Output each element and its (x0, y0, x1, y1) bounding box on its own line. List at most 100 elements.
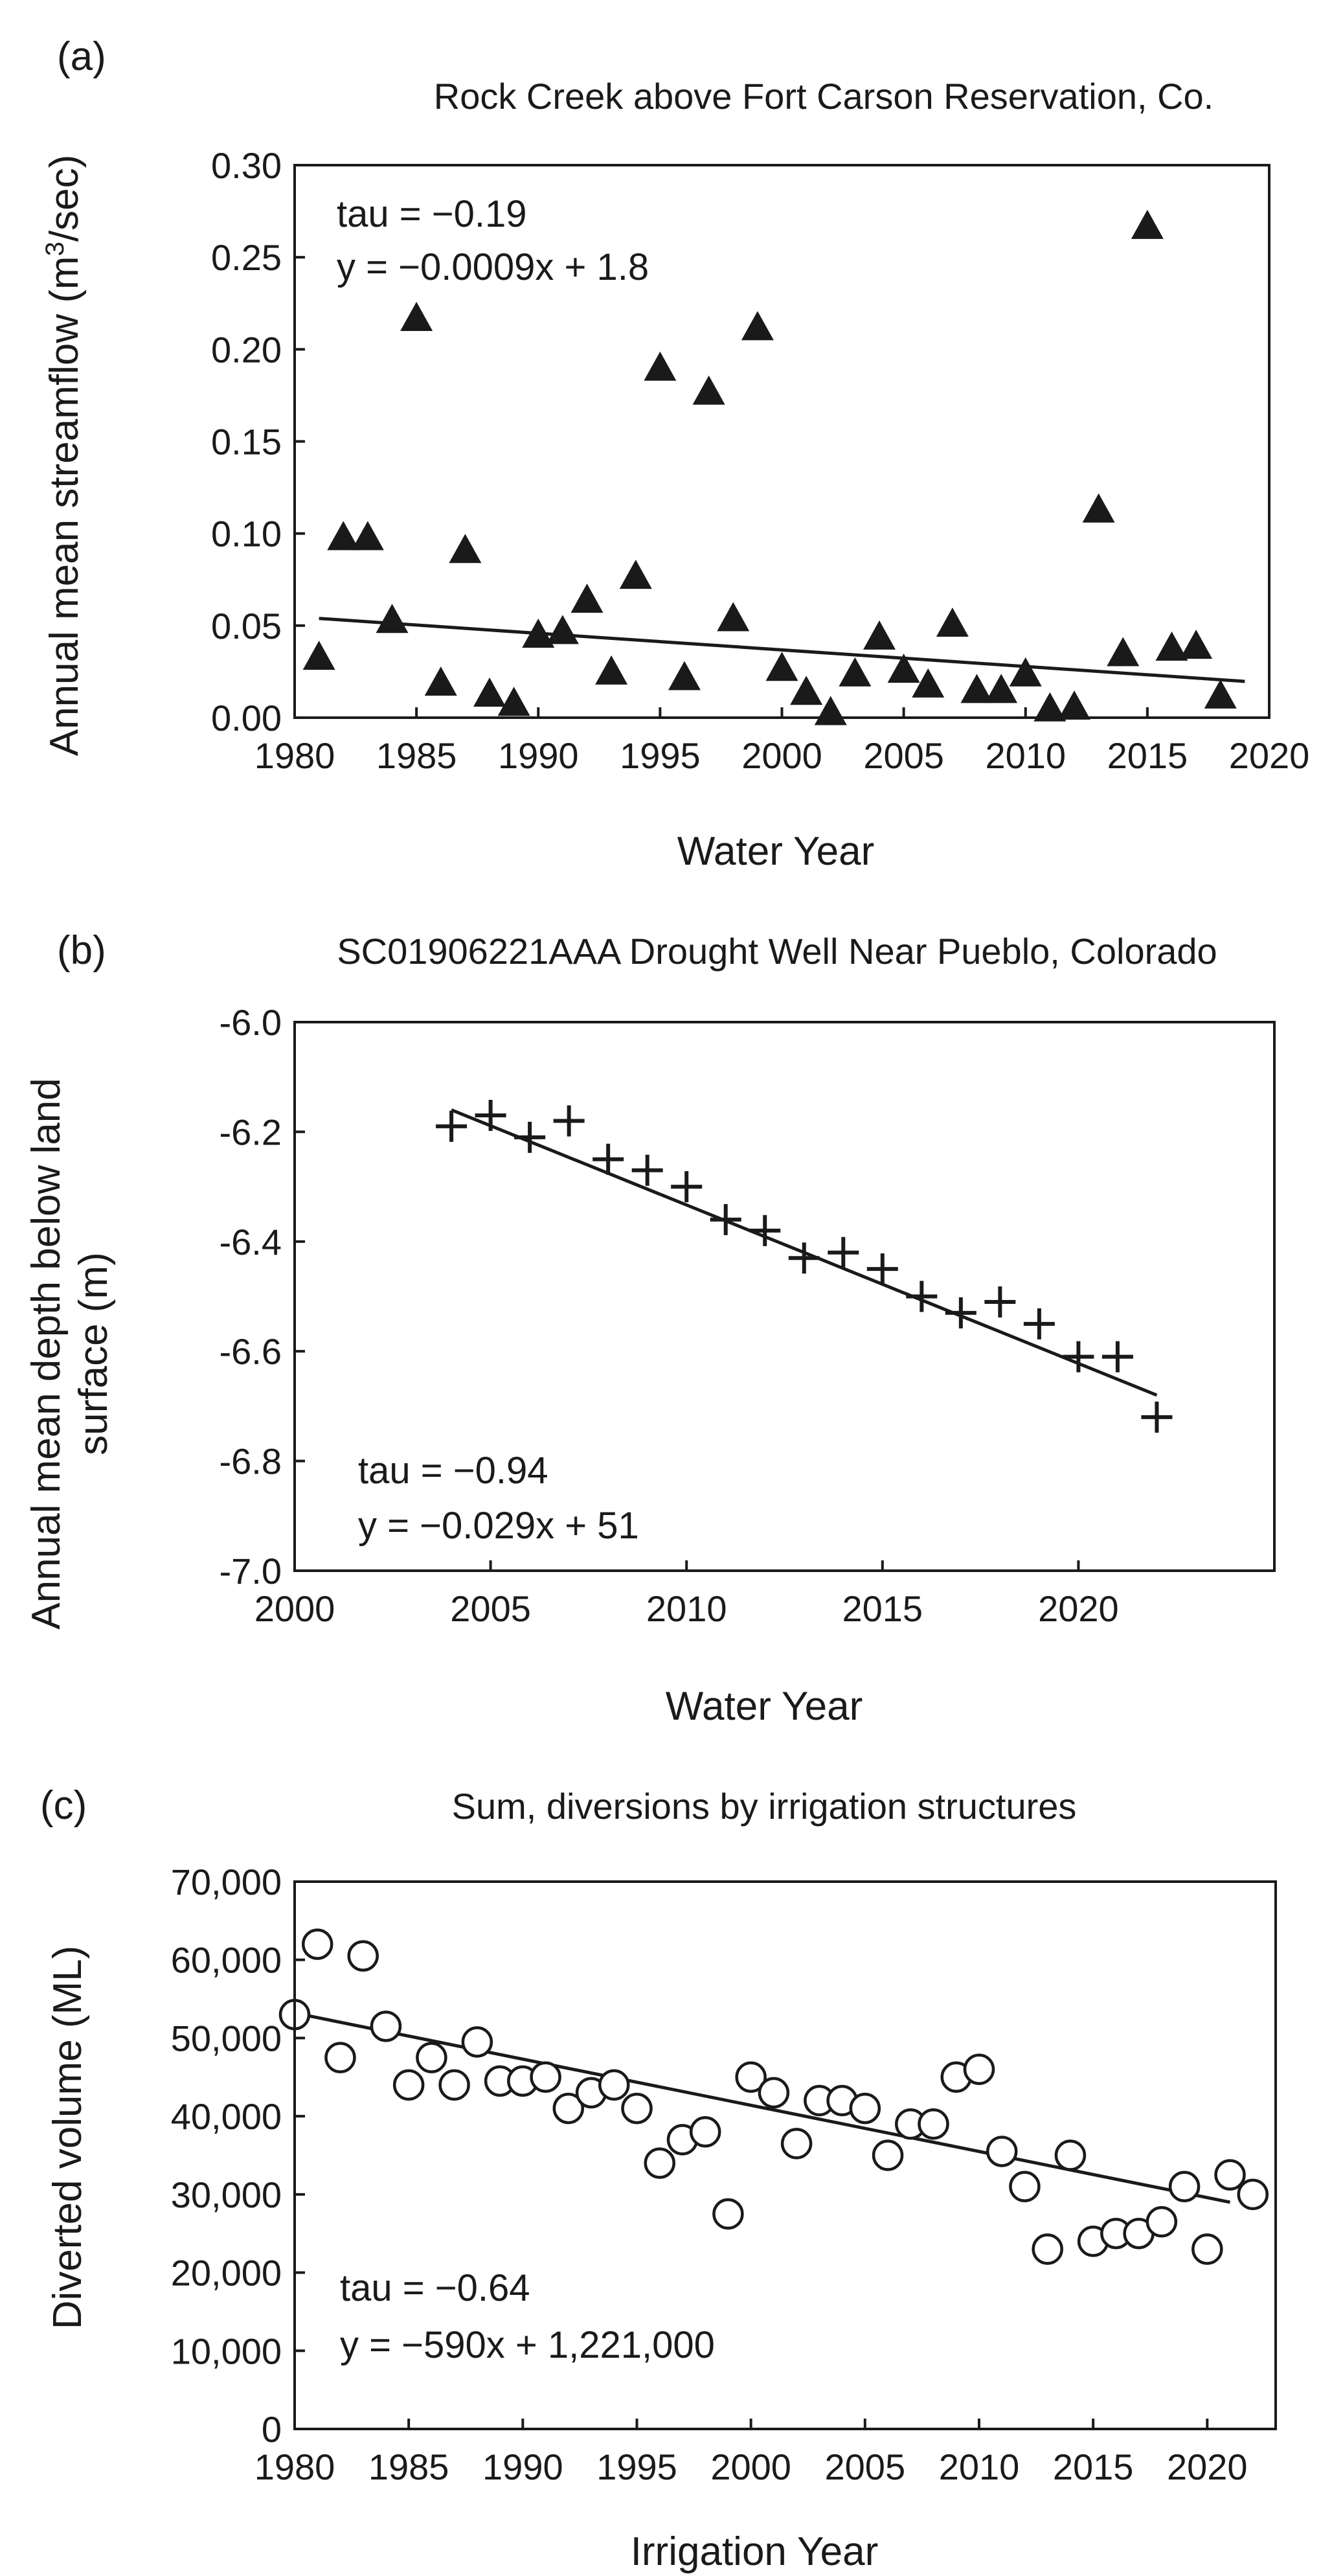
panel-b-data-point-2022 (1141, 1401, 1173, 1433)
panel-b-xtick-label-4: 2020 (1038, 1588, 1119, 1629)
panel-a-data-point-2005 (887, 654, 920, 683)
panel-b-data-point-2014 (828, 1237, 859, 1268)
panel-c-data-point-2022 (1237, 2178, 1269, 2211)
panel-c-data-point-2008 (918, 2108, 949, 2140)
panel-a-title: Rock Creek above Fort Carson Reservation… (434, 76, 1214, 117)
panel-c-xtick-label-2: 1990 (482, 2446, 563, 2487)
panel-c-plot-frame (293, 1880, 1277, 2430)
panel-a-trendline-group (319, 617, 1245, 683)
panel-b-ylabel-line1: Annual mean depth below land (24, 1078, 69, 1629)
panel-c-ytick-label-2: 20,000 (171, 2253, 282, 2294)
panel-b-data-point-2015 (866, 1253, 898, 1285)
panel-c-data-point-2013 (1032, 2233, 1063, 2265)
panel-b-label: (b) (57, 928, 106, 973)
panel-a-xlabel: Water Year (677, 829, 874, 874)
panel-c-ytick-label-6: 60,000 (171, 1940, 282, 1981)
panel-c-data-point-1981 (301, 1928, 333, 1960)
panel-c-ytick-label-0: 0 (262, 2409, 282, 2450)
panel-b-data-point-2018 (984, 1286, 1016, 1317)
panel-a-data-point-1981 (302, 641, 335, 670)
panel-b-ylabel-line2: surface (m) (71, 1252, 116, 1455)
panel-b-ytick-label-4: -6.2 (220, 1111, 282, 1152)
panel-a-xtick-label-3: 1995 (620, 735, 701, 776)
panel-a-xtick-label-8: 2020 (1229, 735, 1310, 776)
panel-c-data-point-1982 (324, 2042, 356, 2073)
panel-b-data-point-2005 (475, 1099, 506, 1131)
panel-b-xtick-labels: 2000 2005 2010 2015 2020 (254, 1588, 1119, 1629)
panel-a-xtick-label-0: 1980 (254, 735, 335, 776)
panel-c-data-point-2006 (872, 2139, 904, 2171)
panel-b-xtick-label-2: 2010 (646, 1588, 727, 1629)
panel-c-xtick-label-7: 2015 (1053, 2446, 1134, 2487)
panel-c-ytick-label-4: 40,000 (171, 2096, 282, 2137)
panel-a-data-point-2018 (1204, 679, 1237, 709)
panel-a-xtick-labels: 1980 1985 1990 1995 2000 2005 2010 2015 2020 (254, 735, 1310, 776)
panel-a-data-point-2015 (1131, 209, 1164, 239)
panel-a-xtick-label-1: 1985 (376, 735, 457, 776)
panel-b-data-point-2019 (1023, 1308, 1055, 1339)
panel-a-tickmarks (293, 164, 1270, 719)
panel-a-data-point-2016 (1155, 631, 1188, 661)
panel-a-data-point-2011 (1033, 692, 1067, 722)
panel-c-xlabel: Irrigation Year (631, 2529, 879, 2574)
panel-b-xtick-label-0: 2000 (254, 1588, 335, 1629)
panel-a-data-point-1984 (376, 604, 409, 633)
panel-b-data-point-2020 (1063, 1341, 1094, 1373)
panel-c-xtick-labels: 1980 1985 1990 1995 2000 2005 2010 2015 2020 (254, 2446, 1248, 2487)
panel-c-data-point-2005 (849, 2092, 881, 2125)
panel-a-ytick-labels: 0.00 0.05 0.10 0.15 0.20 0.25 0.30 (211, 145, 282, 738)
panel-a-data-point-1982 (327, 521, 360, 551)
panel-c-data-point-1984 (370, 2011, 402, 2042)
panel-a-data-point-2009 (985, 674, 1018, 703)
panel-c-xtick-label-4: 2000 (710, 2446, 791, 2487)
panel-c-data-point-2020 (1191, 2233, 1223, 2265)
panel-a-data-point-2007 (936, 607, 969, 637)
panel-a-data-point-2012 (1058, 690, 1090, 720)
panel-a-xtick-label-4: 2000 (741, 735, 822, 776)
panel-b-xlabel: Water Year (666, 1684, 863, 1729)
panel-c-xtick-label-3: 1995 (596, 2446, 677, 2487)
panel-c-ytick-label-5: 50,000 (171, 2018, 282, 2058)
panel-a-data-point-1989 (497, 687, 530, 716)
panel-a-data-point-1990 (522, 619, 555, 648)
panel-a-data-point-1986 (424, 666, 457, 696)
panel-a-data-point-2000 (765, 652, 798, 681)
panel-a-annotation-tau: tau = −0.19 (337, 193, 526, 235)
panel-b-annotation-tau: tau = −0.94 (358, 1450, 548, 1492)
panel-b-data-point-2004 (436, 1110, 468, 1142)
panel-b-ytick-label-3: -6.4 (220, 1222, 282, 1262)
panel-c-data-point-1983 (347, 1940, 379, 1972)
panel-c-markers (278, 1928, 1269, 2265)
panel-b-ytick-labels: -7.0 -6.8 -6.6 -6.4 -6.2 -6.0 (220, 1002, 282, 1591)
panel-a-data-point-1983 (351, 521, 384, 551)
panel-a-data-point-2010 (1009, 657, 1042, 687)
panel-a-ytick-label-1: 0.05 (211, 606, 282, 646)
panel-a-data-point-1999 (741, 311, 774, 341)
panel-c-data-point-1999 (712, 2198, 744, 2230)
panel-a-data-point-1992 (570, 584, 604, 613)
panel-a-xtick-label-2: 1990 (498, 735, 579, 776)
panel-a-data-point-1993 (595, 655, 628, 685)
panel-c-data-point-1987 (438, 2069, 470, 2101)
panel-c-title: Sum, diversions by irrigation structures (452, 1786, 1077, 1827)
panel-b-data-point-2013 (788, 1242, 820, 1274)
panel-c-xtick-label-5: 2005 (825, 2446, 906, 2487)
panel-a-data-point-2006 (912, 668, 945, 698)
panel-c-data-point-1994 (598, 2069, 630, 2101)
panel-a-data-point-1996 (668, 661, 701, 690)
panel-a-ytick-label-5: 0.25 (211, 237, 282, 278)
panel-c-data-point-1988 (461, 2026, 493, 2058)
panel-a-plot-frame (293, 164, 1270, 719)
panel-c-ytick-label-7: 70,000 (171, 1862, 282, 1902)
panel-b-data-point-2007 (553, 1105, 585, 1137)
panel-a: (a) Rock Creek above Fort Carson Reserva… (41, 34, 1309, 874)
panel-a-data-point-2013 (1082, 493, 1115, 523)
panel-b-ytick-label-0: -7.0 (220, 1551, 282, 1591)
panel-c-data-point-1998 (689, 2116, 721, 2148)
panel-b-xtick-label-3: 2015 (842, 1588, 923, 1629)
panel-c-data-point-2019 (1168, 2171, 1201, 2203)
panel-b-data-point-2011 (710, 1203, 741, 1235)
panel-b-data-point-2009 (631, 1154, 663, 1186)
panel-c-data-point-2010 (963, 2053, 995, 2085)
